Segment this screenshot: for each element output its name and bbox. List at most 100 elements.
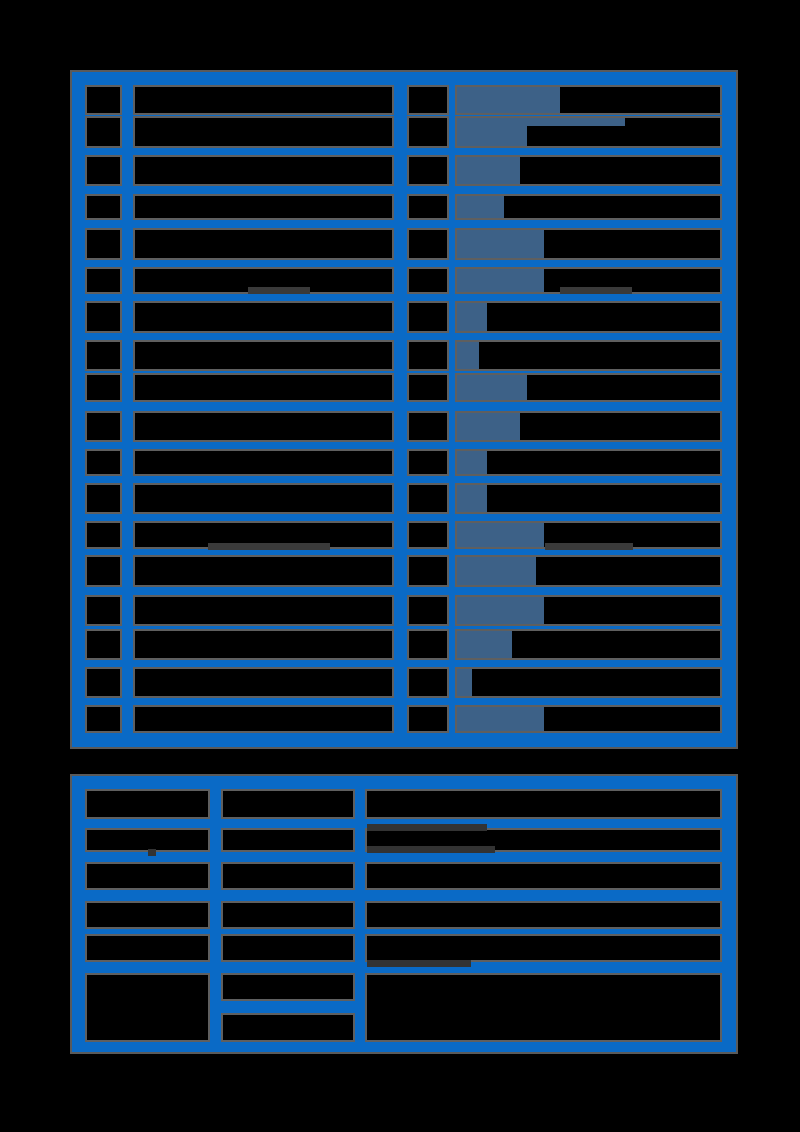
table1-cell-r4-c3 bbox=[407, 194, 449, 220]
table2-cell-r4-c1 bbox=[85, 901, 210, 929]
table2-cell-r1-c3 bbox=[365, 789, 722, 819]
table2-cell-r6-c2-2 bbox=[221, 1013, 355, 1042]
table1-cell-r7-c2 bbox=[133, 301, 394, 333]
cell-highlight bbox=[457, 230, 544, 258]
cell-text bbox=[367, 824, 487, 831]
table2-cell-r2-c1 bbox=[85, 828, 210, 852]
table1-cell-r11-c3 bbox=[407, 449, 449, 476]
table1-cell-r2-c2 bbox=[133, 116, 394, 148]
cell-highlight bbox=[457, 669, 472, 696]
table1-cell-r16-c3 bbox=[407, 629, 449, 660]
table1-cell-r5-c3 bbox=[407, 228, 449, 260]
table1-cell-r12-c1 bbox=[85, 483, 122, 514]
cell-highlight bbox=[457, 118, 625, 126]
table1-cell-r1-c3 bbox=[407, 85, 449, 115]
cell-highlight bbox=[457, 557, 536, 585]
table2-cell-r5-c3 bbox=[365, 934, 722, 962]
merged-cell-label bbox=[560, 287, 632, 294]
table1-cell-r13-c1 bbox=[85, 521, 122, 549]
table1-cell-r8-c2 bbox=[133, 340, 394, 371]
merged-cell-label bbox=[248, 287, 310, 294]
table1-cell-r17-c3 bbox=[407, 667, 449, 698]
table1-cell-r9-c3 bbox=[407, 373, 449, 402]
table1-cell-r5-c2 bbox=[133, 228, 394, 260]
table2-cell-r1-c2 bbox=[221, 789, 355, 819]
table2-cell-r6-c3 bbox=[365, 973, 722, 1042]
table1-cell-r4-c4 bbox=[455, 194, 722, 220]
cell-highlight bbox=[457, 413, 520, 440]
table1-cell-r14-c2 bbox=[133, 555, 394, 587]
cell-highlight bbox=[457, 451, 487, 474]
table1-cell-r8-c4 bbox=[455, 340, 722, 371]
cell-highlight bbox=[457, 707, 544, 731]
cell-highlight bbox=[457, 87, 560, 113]
table2-cell-r6-c1 bbox=[85, 973, 210, 1042]
table1-cell-r18-c1 bbox=[85, 705, 122, 733]
table1-cell-r8-c1 bbox=[85, 340, 122, 371]
table1-cell-r8-c3 bbox=[407, 340, 449, 371]
cell-highlight bbox=[457, 631, 512, 658]
table1-cell-r3-c2 bbox=[133, 155, 394, 186]
table1-cell-r2-c3 bbox=[407, 116, 449, 148]
cell-text bbox=[367, 960, 471, 967]
table1-cell-r17-c4 bbox=[455, 667, 722, 698]
table1-cell-r10-c2 bbox=[133, 411, 394, 442]
cell-highlight bbox=[457, 523, 544, 547]
table1-cell-r4-c1 bbox=[85, 194, 122, 220]
table1-cell-r13-c3 bbox=[407, 521, 449, 549]
table1-cell-r7-c3 bbox=[407, 301, 449, 333]
table1-cell-r6-c2 bbox=[133, 267, 394, 294]
table1-cell-r6-c3 bbox=[407, 267, 449, 294]
table1-cell-r10-c3 bbox=[407, 411, 449, 442]
table2-cell-r2-c3 bbox=[365, 828, 722, 852]
table1-cell-r7-c4 bbox=[455, 301, 722, 333]
cell-highlight bbox=[457, 269, 544, 292]
table2-cell-r5-c2 bbox=[221, 934, 355, 962]
table1-cell-r2-c1 bbox=[85, 116, 122, 148]
merged-cell-label bbox=[208, 543, 330, 550]
table1-cell-r9-c1 bbox=[85, 373, 122, 402]
table1-cell-r12-c4 bbox=[455, 483, 722, 514]
table1-cell-r5-c1 bbox=[85, 228, 122, 260]
cell-highlight bbox=[457, 342, 479, 369]
table1-cell-r17-c1 bbox=[85, 667, 122, 698]
table2-cell-r1-c1 bbox=[85, 789, 210, 819]
table1-cell-r18-c3 bbox=[407, 705, 449, 733]
table1-cell-r9-c2 bbox=[133, 373, 394, 402]
cell-highlight bbox=[457, 157, 520, 184]
table1-cell-r15-c3 bbox=[407, 595, 449, 626]
table1-cell-r15-c2 bbox=[133, 595, 394, 626]
table1-cell-r3-c3 bbox=[407, 155, 449, 186]
table1-cell-r18-c2 bbox=[133, 705, 394, 733]
table1-cell-r11-c4 bbox=[455, 449, 722, 476]
table1-cell-r14-c3 bbox=[407, 555, 449, 587]
table1-cell-r16-c1 bbox=[85, 629, 122, 660]
cell-text bbox=[148, 849, 156, 856]
table1-cell-r17-c2 bbox=[133, 667, 394, 698]
table1-cell-r11-c2 bbox=[133, 449, 394, 476]
table1-cell-r12-c2 bbox=[133, 483, 394, 514]
table1-cell-r7-c1 bbox=[85, 301, 122, 333]
table1-cell-r4-c2 bbox=[133, 194, 394, 220]
table2-cell-r3-c2 bbox=[221, 862, 355, 890]
cell-highlight bbox=[457, 375, 527, 400]
table1-cell-r12-c3 bbox=[407, 483, 449, 514]
cell-highlight bbox=[457, 196, 504, 218]
table1-cell-r14-c1 bbox=[85, 555, 122, 587]
cell-highlight bbox=[457, 597, 544, 624]
table2-cell-r4-c2 bbox=[221, 901, 355, 929]
table1-cell-r1-c1 bbox=[85, 85, 122, 115]
table2-cell-r4-c3 bbox=[365, 901, 722, 929]
cell-highlight bbox=[457, 485, 487, 512]
table1-cell-r1-c2 bbox=[133, 85, 394, 115]
table1-cell-r10-c1 bbox=[85, 411, 122, 442]
cell-highlight bbox=[457, 303, 487, 331]
table1-cell-r6-c1 bbox=[85, 267, 122, 294]
merged-cell-label bbox=[545, 543, 633, 550]
table1-cell-r16-c2 bbox=[133, 629, 394, 660]
table2-cell-r2-c2 bbox=[221, 828, 355, 852]
table-caption-text: ▪▪▪ ▪ ▪▪ ▪▪ ▪▪▪▪▪▪▪ ▪▪▪▪▪▪▪▪ bbox=[296, 770, 382, 780]
table2-cell-r6-c2-1 bbox=[221, 973, 355, 1001]
table1-cell-r15-c1 bbox=[85, 595, 122, 626]
table1-cell-r3-c1 bbox=[85, 155, 122, 186]
